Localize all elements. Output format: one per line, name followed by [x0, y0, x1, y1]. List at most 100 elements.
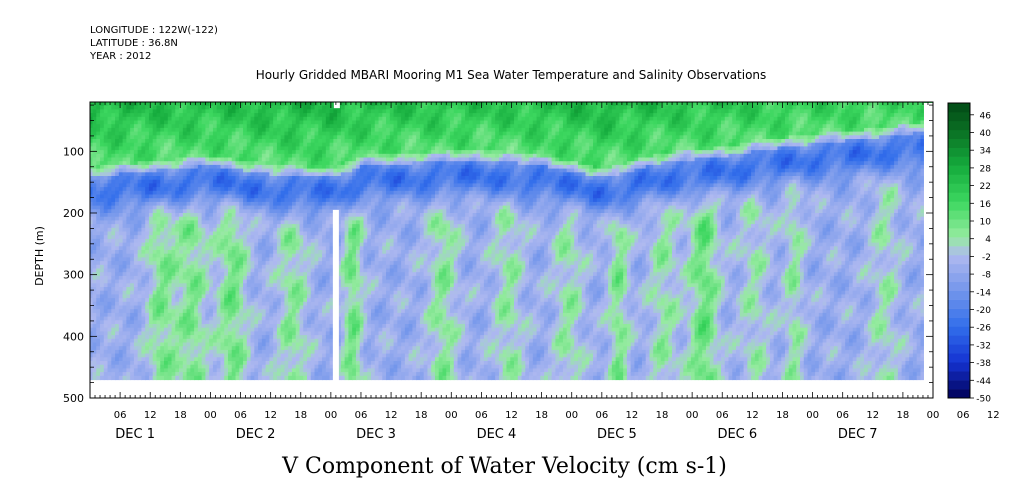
heatmap-cell — [209, 150, 214, 155]
heatmap-cell — [171, 183, 176, 188]
heatmap-cell — [235, 150, 240, 155]
heatmap-cell — [156, 164, 161, 170]
heatmap-cell — [81, 306, 85, 310]
heatmap-cell — [85, 169, 89, 173]
heatmap-cell — [111, 268, 116, 273]
heatmap-cell — [92, 309, 97, 314]
heatmap-cell — [269, 116, 274, 122]
heatmap-cell — [107, 187, 112, 192]
heatmap-cell — [167, 242, 173, 247]
heatmap-cell — [145, 227, 150, 233]
heatmap-cell — [276, 102, 282, 107]
heatmap-cell — [160, 183, 165, 188]
heatmap-cell — [250, 264, 255, 270]
heatmap-cell — [111, 375, 116, 381]
heatmap-cell — [171, 261, 176, 266]
heatmap-cell — [145, 153, 150, 159]
heatmap-cell — [322, 179, 327, 184]
heatmap-cell — [103, 131, 109, 136]
heatmap-cell — [265, 372, 270, 377]
heatmap-cell — [103, 349, 109, 355]
heatmap-cell — [92, 338, 97, 344]
heatmap-cell — [224, 342, 229, 347]
heatmap-cell — [322, 361, 327, 366]
heatmap-cell — [182, 172, 188, 177]
heatmap-cell — [118, 257, 124, 262]
heatmap-cell — [224, 194, 229, 199]
heatmap-cell — [220, 257, 225, 262]
heatmap-cell — [179, 198, 184, 203]
heatmap-cell — [133, 312, 139, 318]
heatmap-cell — [265, 113, 270, 118]
heatmap-cell — [254, 294, 259, 299]
heatmap-cell — [107, 183, 112, 188]
heatmap-cell — [77, 172, 81, 176]
heatmap-cell — [137, 272, 143, 277]
heatmap-cell — [276, 139, 282, 144]
heatmap-cell — [171, 153, 176, 159]
heatmap-cell — [303, 127, 308, 133]
heatmap-cell — [92, 246, 97, 251]
heatmap-cell — [190, 268, 195, 273]
heatmap-cell — [235, 179, 240, 184]
heatmap-cell — [280, 190, 286, 196]
heatmap-cell — [254, 113, 259, 118]
heatmap-cell — [182, 261, 188, 266]
heatmap-cell — [205, 157, 210, 162]
heatmap-cell — [148, 124, 154, 129]
heatmap-cell — [299, 102, 304, 107]
heatmap-cell — [209, 253, 214, 258]
heatmap-cell — [85, 217, 89, 221]
heatmap-cell — [276, 242, 282, 247]
heatmap-cell — [295, 301, 301, 307]
heatmap-cell — [220, 231, 225, 236]
heatmap-cell — [100, 261, 105, 266]
heatmap-cell — [85, 176, 89, 180]
heatmap-cell — [103, 338, 109, 344]
heatmap-cell — [212, 168, 218, 173]
heatmap-cell — [310, 261, 316, 266]
heatmap-cell — [310, 290, 316, 295]
heatmap-cell — [216, 131, 222, 136]
heatmap-cell — [148, 316, 154, 321]
heatmap-cell — [118, 161, 124, 166]
heatmap-cell — [261, 216, 267, 221]
heatmap-cell — [190, 342, 195, 347]
heatmap-cell — [115, 235, 120, 240]
heatmap-cell — [190, 272, 195, 277]
heatmap-cell — [171, 353, 176, 358]
heatmap-cell — [201, 320, 207, 325]
heatmap-cell — [182, 353, 188, 358]
heatmap-cell — [186, 279, 191, 284]
heatmap-cell — [258, 105, 263, 110]
heatmap-cell — [92, 190, 97, 196]
heatmap-cell — [179, 305, 184, 310]
heatmap-cell — [243, 327, 248, 332]
heatmap-cell — [288, 264, 293, 270]
heatmap-cell — [145, 253, 150, 258]
heatmap-cell — [100, 127, 105, 133]
heatmap-cell — [126, 187, 131, 192]
heatmap-cell — [96, 279, 101, 284]
heatmap-cell — [130, 294, 135, 299]
heatmap-cell — [322, 324, 327, 329]
heatmap-cell — [284, 105, 289, 110]
heatmap-cell — [152, 305, 158, 310]
heatmap-cell — [303, 109, 308, 114]
heatmap-cell — [201, 164, 207, 170]
heatmap-cell — [141, 264, 146, 270]
heatmap-cell — [246, 353, 252, 358]
heatmap-cell — [303, 331, 308, 336]
heatmap-cell — [261, 201, 267, 207]
heatmap-cell — [216, 150, 222, 155]
heatmap-cell — [288, 238, 293, 244]
heatmap-cell — [81, 202, 85, 206]
heatmap-cell — [126, 342, 131, 347]
heatmap-cell — [141, 283, 146, 288]
heatmap-cell — [224, 364, 229, 369]
heatmap-cell — [246, 168, 252, 173]
heatmap-cell — [325, 164, 331, 170]
heatmap-cell — [318, 124, 323, 129]
heatmap-cell — [194, 139, 199, 144]
heatmap-cell — [92, 120, 97, 125]
